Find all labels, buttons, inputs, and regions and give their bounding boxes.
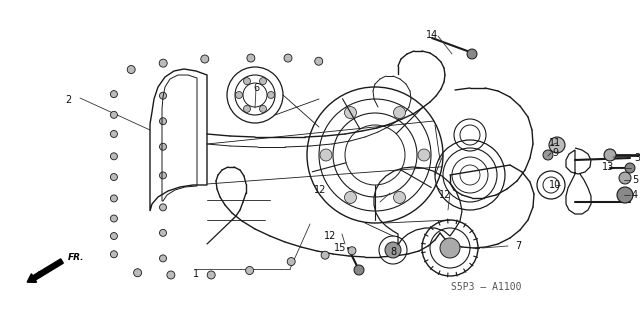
Circle shape xyxy=(467,49,477,59)
Circle shape xyxy=(259,105,266,112)
Circle shape xyxy=(418,149,430,161)
Text: 15: 15 xyxy=(334,243,346,253)
Text: 12: 12 xyxy=(439,190,451,200)
Circle shape xyxy=(385,242,401,258)
Circle shape xyxy=(159,172,166,179)
Circle shape xyxy=(111,215,117,222)
Text: 9: 9 xyxy=(552,148,558,158)
Circle shape xyxy=(321,251,329,259)
Circle shape xyxy=(259,78,266,85)
Text: 13: 13 xyxy=(602,162,614,172)
Circle shape xyxy=(134,269,141,277)
Circle shape xyxy=(243,105,250,112)
Circle shape xyxy=(159,255,166,262)
Circle shape xyxy=(287,257,295,266)
Circle shape xyxy=(354,265,364,275)
FancyArrow shape xyxy=(27,259,63,282)
Circle shape xyxy=(604,149,616,161)
Circle shape xyxy=(111,174,117,181)
Circle shape xyxy=(159,229,166,236)
Circle shape xyxy=(344,191,356,204)
Text: FR.: FR. xyxy=(68,253,84,262)
Circle shape xyxy=(159,143,166,150)
Circle shape xyxy=(111,91,117,98)
Circle shape xyxy=(394,191,406,204)
Circle shape xyxy=(348,247,356,255)
Circle shape xyxy=(111,111,117,118)
Text: S5P3 – A1100: S5P3 – A1100 xyxy=(451,282,522,292)
Circle shape xyxy=(111,153,117,160)
Circle shape xyxy=(167,271,175,279)
Circle shape xyxy=(247,54,255,62)
Circle shape xyxy=(284,54,292,62)
Circle shape xyxy=(549,137,565,153)
Text: 1: 1 xyxy=(193,269,199,279)
Circle shape xyxy=(619,172,631,184)
Text: 2: 2 xyxy=(65,95,71,105)
Circle shape xyxy=(320,149,332,161)
Circle shape xyxy=(111,233,117,240)
Text: 8: 8 xyxy=(390,247,396,257)
Circle shape xyxy=(111,251,117,258)
Circle shape xyxy=(127,65,135,74)
Circle shape xyxy=(159,59,167,67)
Circle shape xyxy=(246,266,253,275)
Text: 10: 10 xyxy=(549,180,561,190)
Circle shape xyxy=(617,187,633,203)
Text: 11: 11 xyxy=(549,138,561,148)
Text: 4: 4 xyxy=(632,190,638,200)
Circle shape xyxy=(207,271,215,279)
Text: 14: 14 xyxy=(426,30,438,40)
Text: 3: 3 xyxy=(634,153,640,163)
Circle shape xyxy=(159,92,166,99)
Text: 12: 12 xyxy=(314,185,326,195)
Circle shape xyxy=(111,195,117,202)
Circle shape xyxy=(243,78,250,85)
Text: 5: 5 xyxy=(632,175,638,185)
Text: 12: 12 xyxy=(324,231,336,241)
Circle shape xyxy=(236,92,243,99)
Circle shape xyxy=(440,238,460,258)
Circle shape xyxy=(159,204,166,211)
Circle shape xyxy=(344,107,356,119)
Text: 6: 6 xyxy=(253,83,259,93)
Circle shape xyxy=(159,118,166,125)
Text: 7: 7 xyxy=(515,241,521,251)
Circle shape xyxy=(111,130,117,137)
Circle shape xyxy=(394,107,406,119)
Circle shape xyxy=(268,92,275,99)
Circle shape xyxy=(201,55,209,63)
Circle shape xyxy=(625,163,635,173)
Circle shape xyxy=(543,150,553,160)
Circle shape xyxy=(315,57,323,65)
